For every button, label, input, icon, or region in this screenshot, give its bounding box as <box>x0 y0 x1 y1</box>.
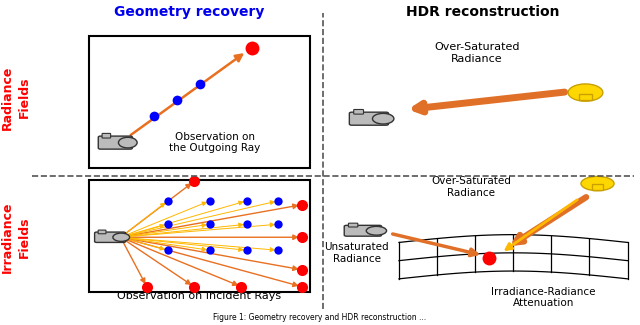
FancyBboxPatch shape <box>354 110 364 114</box>
FancyBboxPatch shape <box>89 180 310 292</box>
Text: Observation on Incident Rays: Observation on Incident Rays <box>117 291 282 301</box>
FancyBboxPatch shape <box>89 36 310 168</box>
Text: Radiance
Fields: Radiance Fields <box>1 65 31 130</box>
Circle shape <box>568 84 603 101</box>
Circle shape <box>118 137 137 148</box>
Text: HDR reconstruction: HDR reconstruction <box>406 5 560 19</box>
Text: Irradiance-Radiance
Attenuation: Irradiance-Radiance Attenuation <box>491 287 596 308</box>
Circle shape <box>581 176 614 191</box>
Circle shape <box>372 113 394 124</box>
FancyBboxPatch shape <box>592 184 604 189</box>
Text: Geometry recovery: Geometry recovery <box>114 5 264 19</box>
Circle shape <box>366 226 387 235</box>
Text: Over-Saturated
Radiance: Over-Saturated Radiance <box>435 42 520 64</box>
Text: Figure 1: Geometry recovery and HDR reconstruction ...: Figure 1: Geometry recovery and HDR reco… <box>213 313 427 322</box>
Text: Unsaturated
Radiance: Unsaturated Radiance <box>324 242 389 264</box>
Text: Observation on
the Outgoing Ray: Observation on the Outgoing Ray <box>170 132 260 153</box>
Circle shape <box>113 233 129 241</box>
Text: Over-Saturated
Radiance: Over-Saturated Radiance <box>431 176 511 198</box>
FancyBboxPatch shape <box>579 94 591 100</box>
FancyBboxPatch shape <box>98 230 106 234</box>
FancyBboxPatch shape <box>348 223 358 227</box>
FancyBboxPatch shape <box>102 133 111 138</box>
FancyBboxPatch shape <box>344 225 381 236</box>
FancyBboxPatch shape <box>95 232 125 242</box>
FancyBboxPatch shape <box>349 112 388 125</box>
Text: Irradiance
Fields: Irradiance Fields <box>1 202 31 273</box>
FancyBboxPatch shape <box>99 136 132 149</box>
